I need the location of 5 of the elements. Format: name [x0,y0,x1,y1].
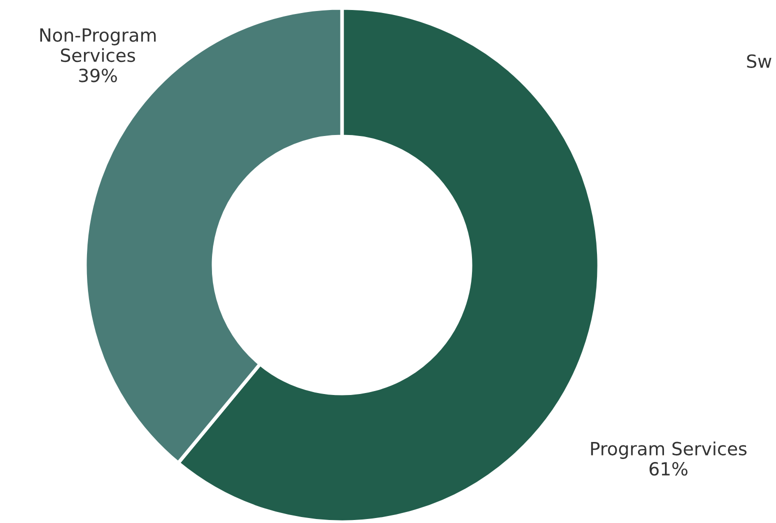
slice-label: Non-Program Services [40,28,156,62]
data-label: 39% [79,68,117,82]
data-label: 61% [650,462,688,476]
text: Sw [747,54,772,68]
slice-label: Program Services [591,441,747,459]
